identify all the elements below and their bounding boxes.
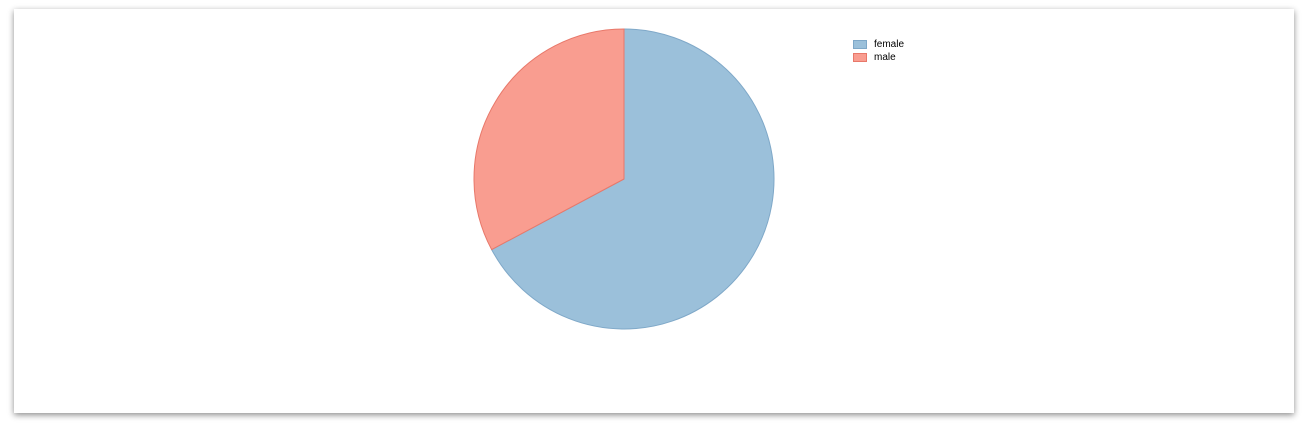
legend-swatch-female: [853, 40, 867, 49]
pie-chart: [473, 28, 775, 330]
legend-item-female[interactable]: female: [853, 38, 904, 51]
legend-label-male: male: [874, 52, 896, 63]
legend-item-male[interactable]: male: [853, 51, 904, 64]
legend-swatch-male: [853, 53, 867, 62]
pie-slices: [473, 28, 775, 330]
chart-legend: female male: [853, 38, 904, 64]
legend-label-female: female: [874, 39, 905, 50]
chart-card: female male: [14, 9, 1294, 413]
pie-slice-male[interactable]: [473, 28, 625, 251]
pie-slice-female[interactable]: [490, 28, 775, 330]
